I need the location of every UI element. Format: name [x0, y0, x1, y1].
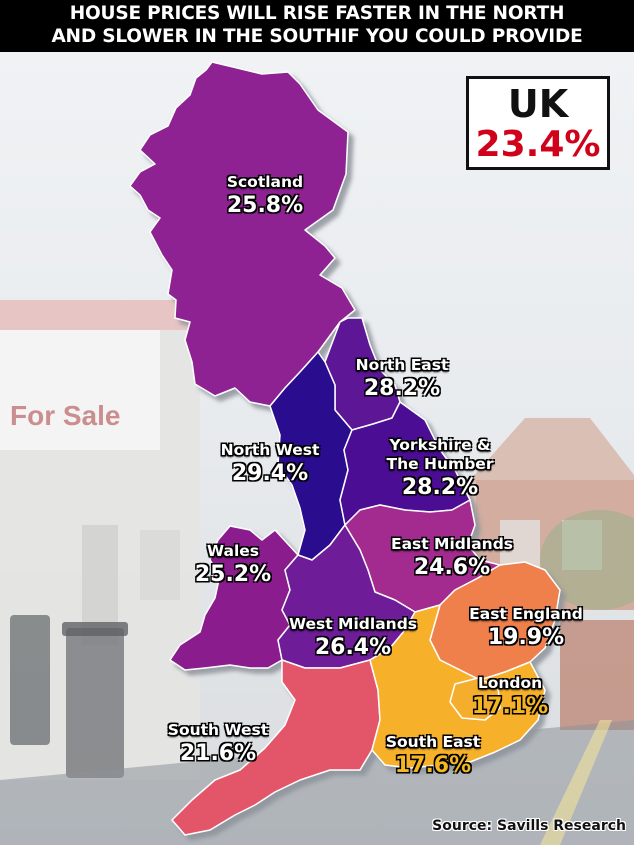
- region-value: 21.6%: [179, 741, 257, 766]
- region-name: South East: [385, 733, 481, 751]
- for-sale-sign: [0, 330, 160, 450]
- headline-line-2: AND SLOWER IN THE SOUTHIF YOU COULD PROV…: [51, 26, 583, 47]
- label-north-west: North West 29.4%: [221, 441, 320, 487]
- uk-total-label: UK: [507, 82, 569, 126]
- region-name: West Midlands: [288, 615, 418, 633]
- region-name: Wales: [206, 542, 260, 560]
- for-sale-sign-text: For Sale: [10, 400, 120, 431]
- label-south-west: South West 21.6%: [168, 721, 268, 767]
- region-value: 26.4%: [314, 635, 392, 660]
- label-wales: Wales 25.2%: [195, 542, 271, 588]
- source-credit: Source: Savills Research: [432, 818, 626, 834]
- region-value: 28.2%: [363, 376, 441, 401]
- label-scotland: Scotland 25.8%: [227, 173, 303, 219]
- label-east-england: East England 19.9%: [469, 605, 583, 651]
- headline-line-1: HOUSE PRICES WILL RISE FASTER IN THE NOR…: [69, 3, 565, 24]
- region-london: [449, 677, 501, 721]
- region-value: 24.6%: [413, 555, 491, 580]
- region-name: North East: [355, 356, 449, 374]
- region-name: London: [477, 674, 543, 692]
- label-south-east: South East 17.6%: [386, 733, 480, 779]
- region-name: South West: [167, 721, 269, 739]
- region-name-line-1: Yorkshire &: [389, 436, 491, 454]
- region-value: 19.9%: [487, 625, 565, 650]
- uk-total-box: UK 23.4%: [466, 76, 610, 170]
- label-london: London 17.1%: [472, 674, 548, 720]
- region-value: 25.8%: [226, 193, 304, 218]
- label-west-midlands: West Midlands 26.4%: [289, 615, 417, 661]
- uk-total-value: 23.4%: [475, 124, 601, 165]
- headline-background: [0, 0, 634, 52]
- region-value: 29.4%: [231, 461, 309, 486]
- region-name: North West: [220, 441, 320, 459]
- label-yorkshire: Yorkshire & The Humber 28.2%: [387, 436, 494, 501]
- region-value: 17.6%: [394, 753, 472, 778]
- region-value: 28.2%: [401, 475, 479, 500]
- region-name: East England: [469, 605, 583, 623]
- label-east-midlands: East Midlands 24.6%: [391, 535, 513, 581]
- headline-banner: HOUSE PRICES WILL RISE FASTER IN THE NOR…: [0, 2, 634, 48]
- region-value: 25.2%: [194, 562, 272, 587]
- region-name: Scotland: [226, 173, 304, 191]
- region-value: 17.1%: [471, 694, 549, 719]
- region-name-line-2: The Humber: [386, 455, 494, 473]
- region-scotland: [129, 61, 356, 407]
- label-north-east: North East 28.2%: [356, 356, 449, 402]
- region-name: East Midlands: [390, 535, 514, 553]
